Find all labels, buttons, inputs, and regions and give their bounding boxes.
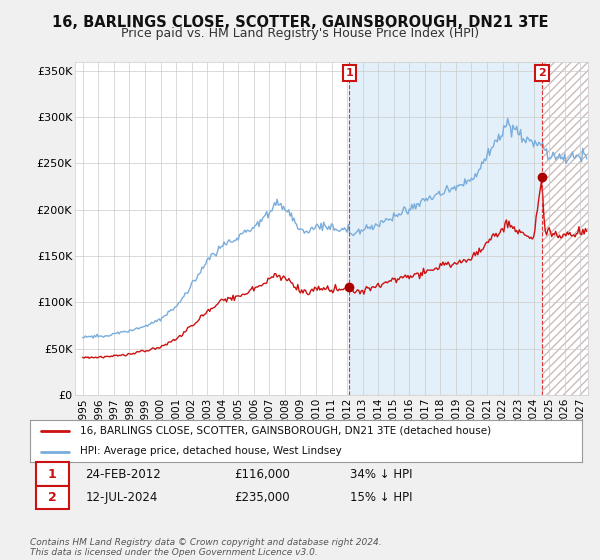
Text: Price paid vs. HM Land Registry's House Price Index (HPI): Price paid vs. HM Land Registry's House … bbox=[121, 27, 479, 40]
Bar bbox=[349, 62, 542, 395]
Text: 34% ↓ HPI: 34% ↓ HPI bbox=[350, 468, 413, 480]
Text: 12-JUL-2024: 12-JUL-2024 bbox=[85, 491, 158, 504]
FancyBboxPatch shape bbox=[35, 463, 68, 486]
FancyBboxPatch shape bbox=[35, 486, 68, 510]
Text: 16, BARLINGS CLOSE, SCOTTER, GAINSBOROUGH, DN21 3TE (detached house): 16, BARLINGS CLOSE, SCOTTER, GAINSBOROUG… bbox=[80, 426, 491, 436]
Text: 1: 1 bbox=[346, 68, 353, 78]
Text: £235,000: £235,000 bbox=[234, 491, 290, 504]
Text: 15% ↓ HPI: 15% ↓ HPI bbox=[350, 491, 413, 504]
Text: Contains HM Land Registry data © Crown copyright and database right 2024.
This d: Contains HM Land Registry data © Crown c… bbox=[30, 538, 382, 557]
Text: 2: 2 bbox=[48, 491, 56, 504]
Text: 1: 1 bbox=[48, 468, 56, 480]
Text: 16, BARLINGS CLOSE, SCOTTER, GAINSBOROUGH, DN21 3TE: 16, BARLINGS CLOSE, SCOTTER, GAINSBOROUG… bbox=[52, 15, 548, 30]
Text: 24-FEB-2012: 24-FEB-2012 bbox=[85, 468, 161, 480]
Text: HPI: Average price, detached house, West Lindsey: HPI: Average price, detached house, West… bbox=[80, 446, 341, 456]
Text: £116,000: £116,000 bbox=[234, 468, 290, 480]
Text: 2: 2 bbox=[538, 68, 546, 78]
